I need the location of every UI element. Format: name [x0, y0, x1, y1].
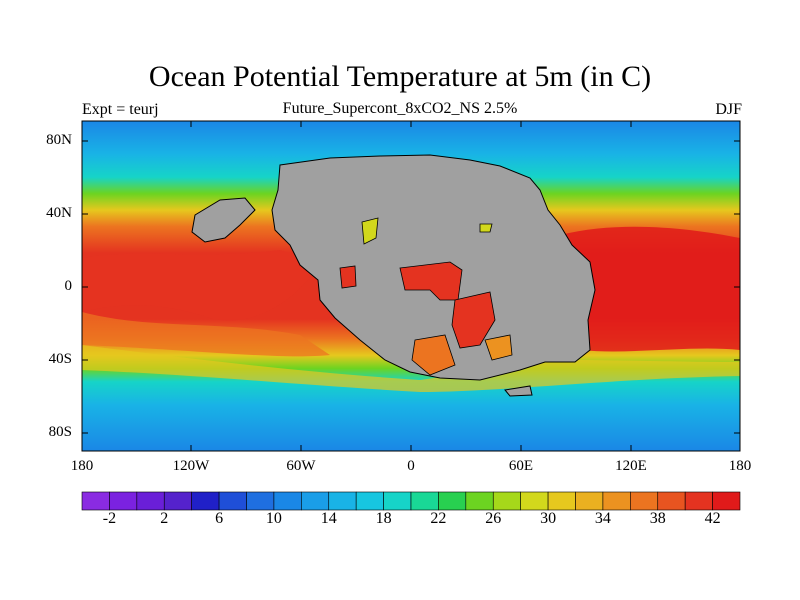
- y-tick-label: 0: [64, 278, 73, 294]
- x-tick-label: 60W: [286, 458, 316, 474]
- colorbar: [81, 491, 741, 511]
- colorbar-swatch: [547, 491, 576, 511]
- colorbar-swatch: [81, 491, 110, 511]
- inland-lake-east: [479, 223, 493, 233]
- equatorial-warm-pool-west: [82, 250, 320, 321]
- colorbar-tick-label: 18: [375, 510, 392, 527]
- experiment-label: Expt = teurj: [82, 101, 159, 118]
- colorbar-swatch: [218, 491, 247, 511]
- southern-warm-tongue: [82, 312, 330, 357]
- colorbar-tick-label: 26: [485, 510, 502, 527]
- inland-sea-central: [399, 261, 463, 301]
- colorbar-swatch: [712, 491, 741, 511]
- y-tick-label: 40S: [48, 351, 72, 367]
- colorbar-swatch: [383, 491, 412, 511]
- colorbar-swatch: [355, 491, 384, 511]
- colorbar-tick-label: 30: [540, 510, 557, 527]
- inland-sea-southeast: [484, 334, 513, 361]
- map-title: Ocean Potential Temperature at 5m (in C): [148, 60, 652, 93]
- colorbar-swatch: [684, 491, 713, 511]
- colorbar-tick-label: 14: [320, 510, 337, 527]
- x-tick-label: 180: [70, 458, 94, 474]
- y-tick-label: 40N: [46, 205, 72, 221]
- colorbar-swatch: [246, 491, 275, 511]
- colorbar-swatch: [136, 491, 165, 511]
- x-tick-label: 0: [407, 458, 415, 474]
- colorbar-tick-label: 10: [265, 510, 282, 527]
- colorbar-tick-label: -2: [102, 510, 117, 527]
- season-label: DJF: [715, 101, 742, 118]
- western-peninsula: [191, 197, 256, 243]
- colorbar-swatch: [191, 491, 220, 511]
- colorbar-swatch: [109, 491, 138, 511]
- colorbar-swatch: [273, 491, 302, 511]
- colorbar-swatch: [575, 491, 604, 511]
- colorbar-swatch: [492, 491, 521, 511]
- inland-lake-north: [361, 217, 379, 245]
- colorbar-swatch: [657, 491, 686, 511]
- colorbar-swatch: [630, 491, 659, 511]
- colorbar-tick-label: 22: [430, 510, 447, 527]
- colorbar-swatch: [163, 491, 192, 511]
- colorbar-swatch: [328, 491, 357, 511]
- experiment-subtitle: Future_Supercont_8xCO2_NS 2.5%: [282, 100, 518, 117]
- colorbar-tick-label: 2: [160, 510, 169, 527]
- colorbar-swatch: [602, 491, 631, 511]
- map-plot-area: [82, 121, 740, 451]
- x-tick-label: 180: [728, 458, 752, 474]
- x-tick-label: 120W: [172, 458, 210, 474]
- colorbar-tick-label: 6: [215, 510, 224, 527]
- colorbar-tick-label: 42: [704, 510, 721, 527]
- colorbar-swatch: [410, 491, 439, 511]
- colorbar-swatch: [520, 491, 549, 511]
- inland-sea-south: [451, 291, 496, 349]
- equatorial-warm-pool-east: [560, 226, 740, 352]
- x-tick-label: 60E: [508, 458, 534, 474]
- southern-island: [504, 385, 533, 397]
- inland-sea-southwest: [411, 334, 456, 376]
- colorbar-swatch: [438, 491, 467, 511]
- x-tick-label: 120E: [615, 458, 647, 474]
- y-tick-label: 80N: [46, 132, 72, 148]
- y-tick-label: 80S: [48, 424, 72, 440]
- colorbar-swatch: [301, 491, 330, 511]
- inland-sea-west: [339, 265, 357, 289]
- colorbar-tick-label: 34: [594, 510, 611, 527]
- axis-ticks: [82, 121, 740, 451]
- colorbar-tick-label: 38: [649, 510, 666, 527]
- southern-temperate-band: [82, 345, 740, 392]
- colorbar-swatch: [465, 491, 494, 511]
